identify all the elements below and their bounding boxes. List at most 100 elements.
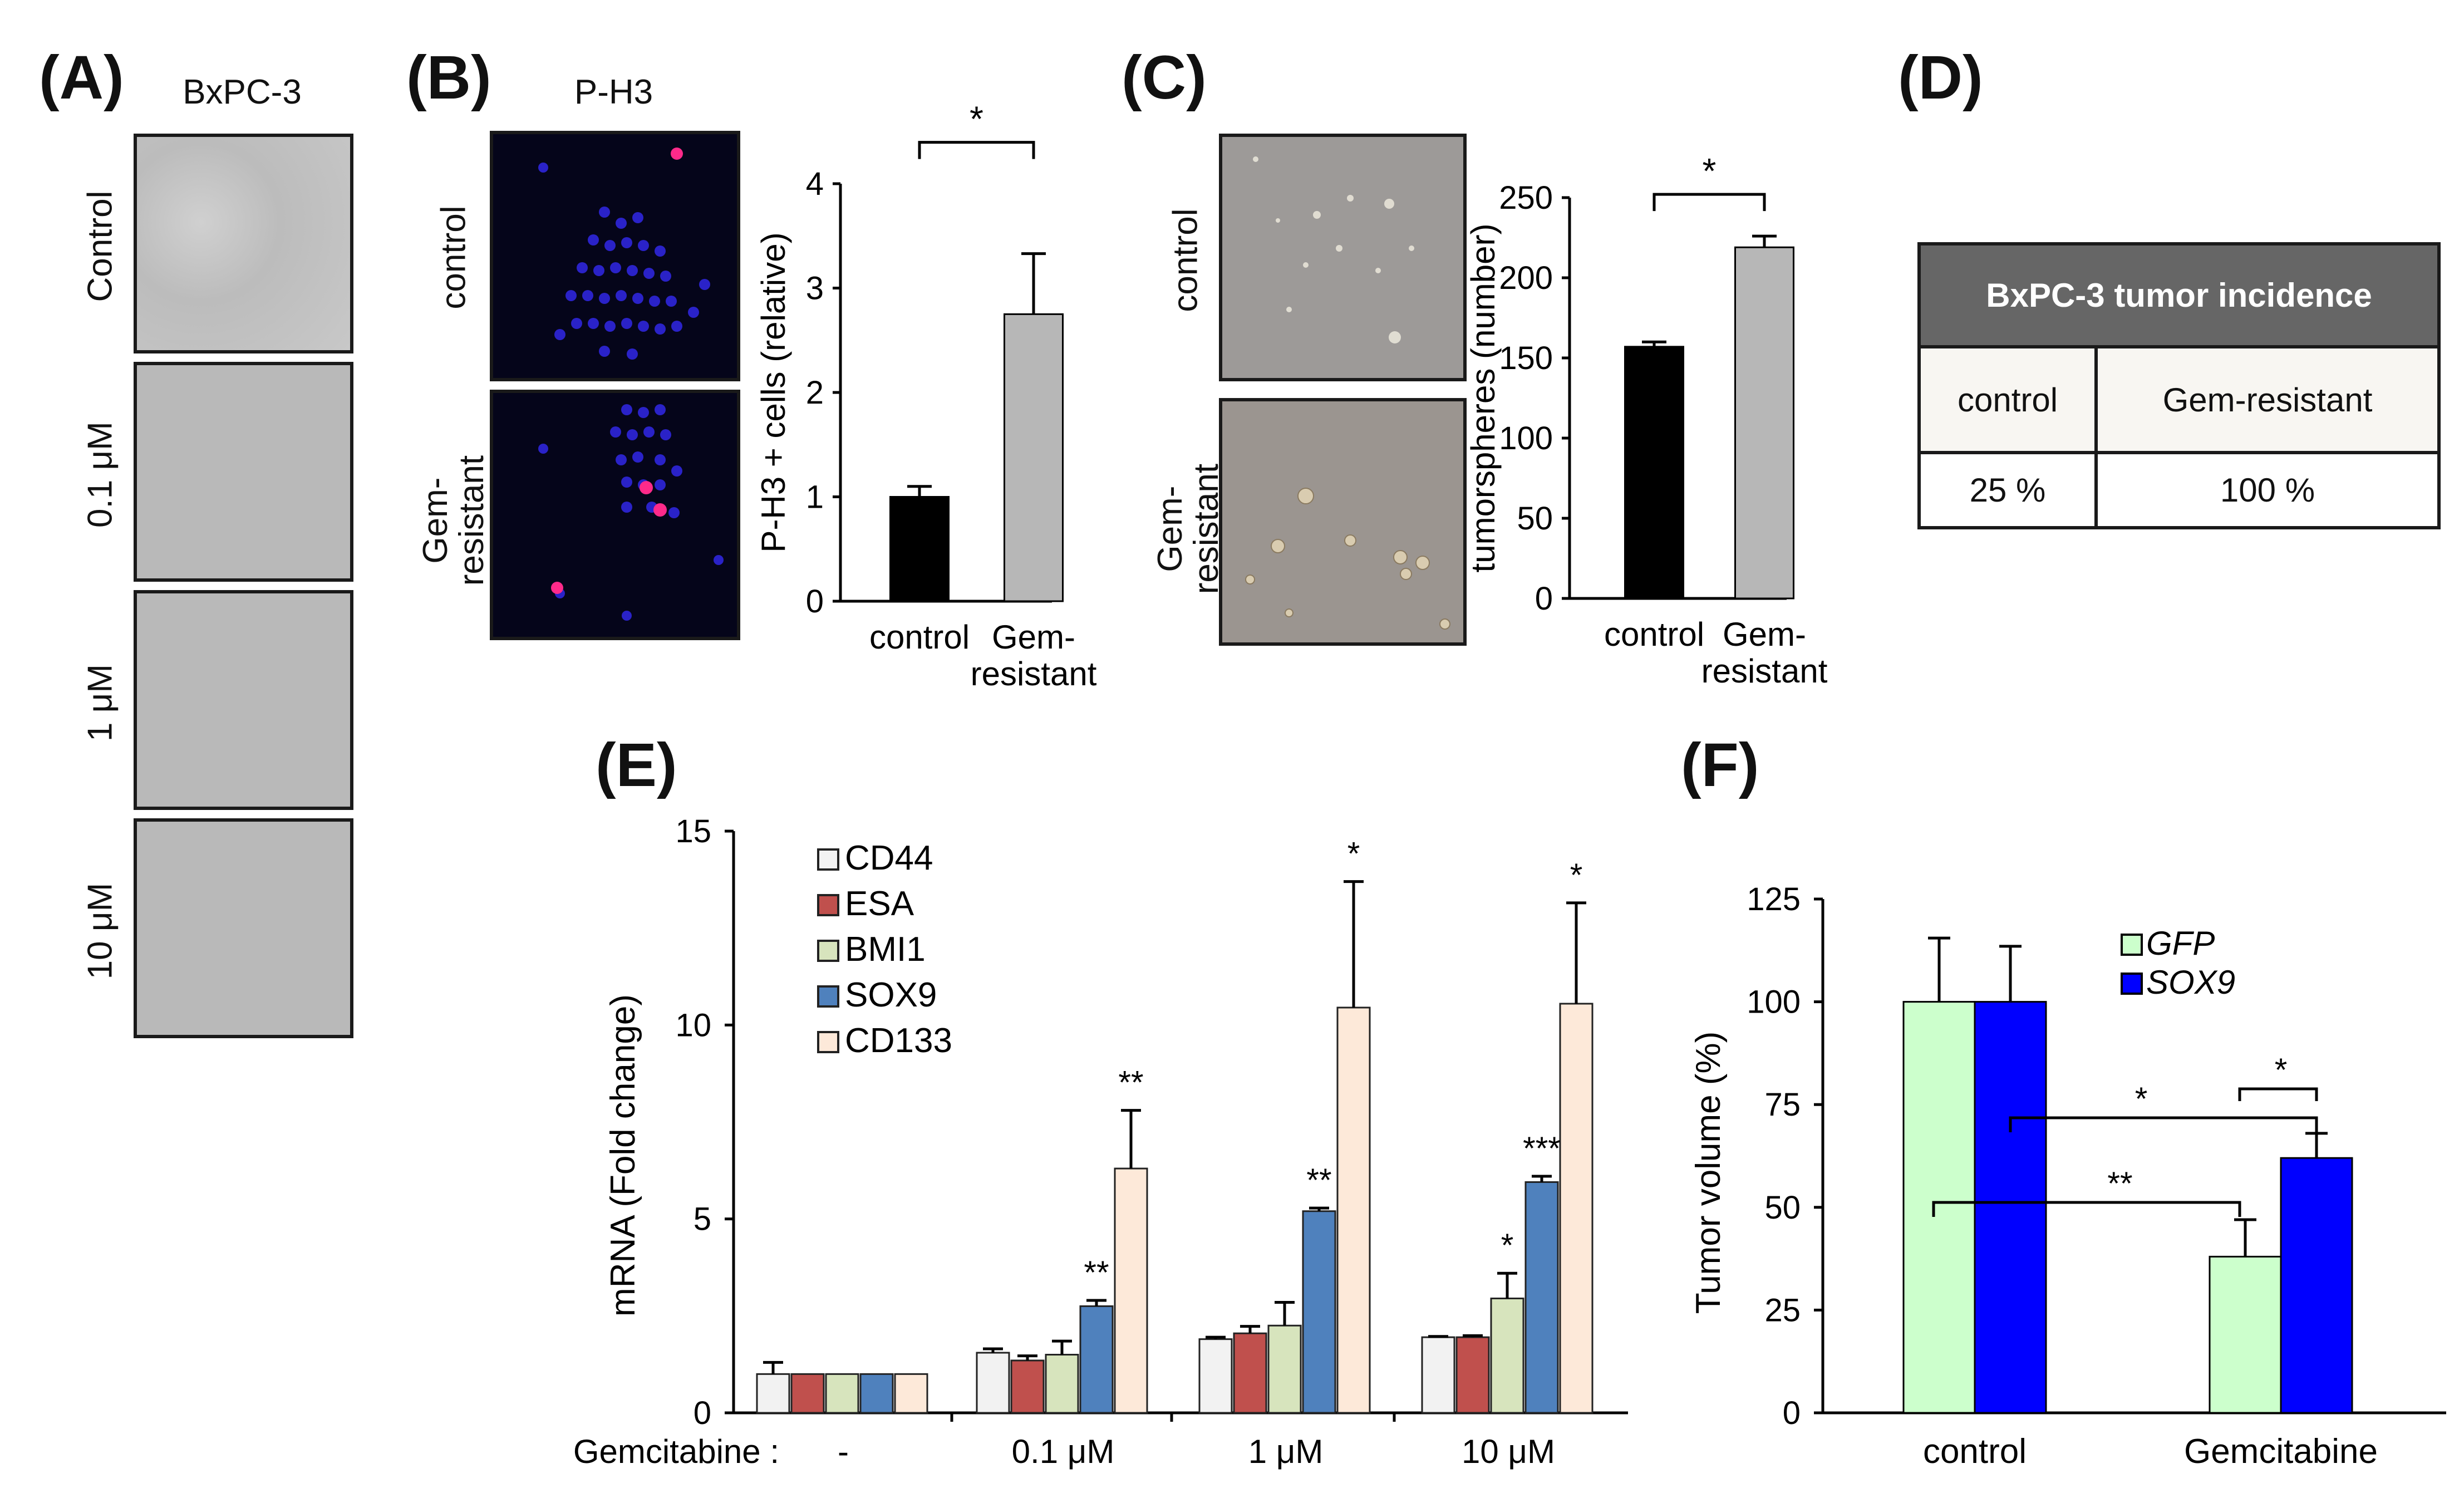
incidence-header-control: control — [1917, 345, 2098, 454]
panel-label-d: (D) — [1898, 43, 1983, 112]
incidence-value-control: 25 % — [1917, 451, 2098, 529]
significance-3: * — [1347, 836, 1360, 872]
panel-label-f: (F) — [1681, 731, 1759, 799]
bar-cd133 — [1114, 1167, 1148, 1414]
bar-bmi1 — [1490, 1297, 1524, 1414]
bracket-gem-gfp-vs-sox9 — [2238, 1087, 2318, 1101]
bar-1 — [1734, 246, 1794, 600]
y-tick-label: 15 — [675, 813, 711, 849]
y-axis-label: Tumor volume (%) — [1689, 1032, 1728, 1314]
bar-cd44 — [976, 1352, 1010, 1414]
bar-esa — [790, 1373, 825, 1414]
y-tick-label: 250 — [1499, 180, 1553, 216]
bar-0 — [889, 496, 950, 602]
y-tick-label: 125 — [1747, 881, 1801, 917]
significance-1: ** — [1118, 1065, 1143, 1101]
significance-2: ** — [1306, 1162, 1331, 1199]
legend-swatch-bmi1 — [817, 940, 839, 962]
legend-label-cd133: CD133 — [845, 1021, 952, 1060]
bracket-label-0: * — [2275, 1052, 2288, 1088]
legend-label-gfp: GFP — [2146, 925, 2215, 962]
y-tick-label: 2 — [806, 375, 824, 411]
y-tick-label: 150 — [1499, 340, 1553, 376]
bar-sox9 — [1302, 1210, 1336, 1414]
legend-label-cd44: CD44 — [845, 839, 933, 877]
significance-bracket — [918, 141, 1035, 159]
legend-swatch-sox9 — [817, 985, 839, 1008]
x-prefix-label: Gemcitabine : — [573, 1433, 779, 1470]
bar-gfp — [2209, 1255, 2282, 1414]
bracket-label-2: ** — [2107, 1166, 2132, 1202]
row-label-b-gem-resistant: Gem- resistant — [416, 455, 491, 586]
significance-0: ** — [1084, 1255, 1109, 1291]
y-tick-label: 75 — [1764, 1087, 1801, 1123]
fluorescence-gem-resistant — [490, 390, 740, 640]
bar-sox9 — [859, 1373, 894, 1414]
bar-gfp — [1902, 1001, 1976, 1414]
x-tick-label-1: Gemcitabine — [2184, 1432, 2378, 1471]
legend-swatch-esa — [817, 894, 839, 916]
panel-label-a: (A) — [39, 43, 124, 112]
y-tick-label: 25 — [1764, 1292, 1801, 1328]
micrograph-1uM — [134, 590, 353, 810]
x-tick-label-2: 1 μM — [1248, 1433, 1324, 1470]
y-tick-label: 100 — [1747, 984, 1801, 1020]
tumorsphere-gem-resistant — [1219, 398, 1467, 646]
chart-b: 0 1 2 3 4 P-H3 + cells (relative) control Gem-r… — [755, 99, 1097, 693]
y-tick-label: 100 — [1499, 420, 1553, 456]
y-tick-label: 0 — [1535, 581, 1553, 617]
row-label-control: Control — [81, 190, 120, 302]
panel-b-title: P-H3 — [574, 73, 653, 111]
panel-label-c: (C) — [1122, 43, 1207, 112]
panel-label-b: (B) — [406, 43, 491, 112]
y-tick-label: 0 — [806, 583, 824, 620]
y-tick-label: 200 — [1499, 260, 1553, 296]
bar-1 — [1004, 313, 1064, 602]
x-tick-label-1: Gem-resistant — [971, 618, 1097, 693]
chart-e: 0 5 10 15 mRNA (Fold change) - 0.1 μM 1 μM 10 μM… — [573, 813, 1628, 1470]
y-tick-label: 5 — [694, 1201, 711, 1237]
bar-esa — [1233, 1332, 1267, 1414]
x-tick-label-1: 0.1 μM — [1012, 1433, 1115, 1470]
bar-cd133 — [1559, 1003, 1594, 1414]
y-axis-label: tumorspheres (number) — [1464, 224, 1502, 573]
significance-star: * — [1703, 151, 1717, 191]
panel-label-e: (E) — [596, 731, 677, 799]
bar-esa — [1455, 1336, 1490, 1414]
tumorsphere-control — [1219, 134, 1467, 381]
row-label-c-control: control — [1166, 208, 1205, 312]
bracket-gfp-control-vs-gem — [1932, 1201, 2241, 1217]
incidence-value-gem-resistant: 100 % — [2094, 451, 2441, 529]
y-tick-label: 0 — [694, 1395, 711, 1431]
y-tick-label: 4 — [806, 166, 824, 202]
y-tick-label: 1 — [806, 479, 824, 515]
y-tick-label: 0 — [1783, 1395, 1801, 1431]
legend-swatch-gfp — [2121, 934, 2143, 956]
incidence-header-gem-resistant: Gem-resistant — [2094, 345, 2441, 454]
significance-6: * — [1570, 857, 1583, 893]
y-tick-label: 50 — [1517, 500, 1553, 537]
bar-sox9 — [1974, 1001, 2047, 1414]
micrograph-10uM — [134, 818, 353, 1038]
bar-cd44 — [1198, 1338, 1233, 1414]
significance-4: * — [1501, 1227, 1514, 1264]
bar-sox9 — [1524, 1181, 1559, 1414]
bar-0 — [1624, 346, 1684, 600]
x-tick-label-0: - — [838, 1433, 849, 1470]
legend-swatch-sox9 — [2121, 973, 2143, 995]
bar-cd133 — [894, 1373, 928, 1414]
significance-5: *** — [1523, 1131, 1561, 1167]
bar-cd44 — [756, 1373, 790, 1414]
legend-label-sox9: SOX9 — [2146, 964, 2235, 1001]
bar-sox9 — [2280, 1157, 2353, 1414]
x-tick-label-1: Gem-resistant — [1701, 616, 1828, 690]
chart-f: 0 25 50 75 100 125 Tumor volume (%) control Gemc… — [1689, 881, 2446, 1471]
y-tick-label: 10 — [675, 1007, 711, 1043]
row-label-1uM: 1 μM — [81, 664, 120, 742]
bar-bmi1 — [1267, 1324, 1302, 1414]
incidence-table: BxPC-3 tumor incidence control Gem-resis… — [1917, 242, 2441, 529]
bar-sox9 — [1079, 1305, 1114, 1414]
x-tick-label-3: 10 μM — [1462, 1433, 1555, 1470]
y-axis-label: P-H3 + cells (relative) — [755, 232, 792, 552]
bar-bmi1 — [825, 1373, 859, 1414]
